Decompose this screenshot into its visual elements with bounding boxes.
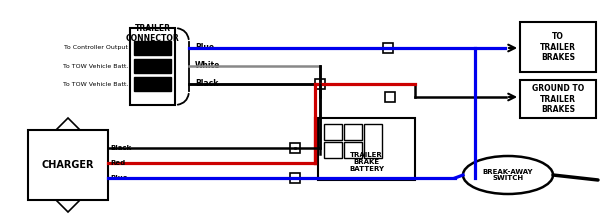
Polygon shape xyxy=(134,59,171,73)
Text: To TOW Vehicle Batt.: To TOW Vehicle Batt. xyxy=(62,82,128,87)
Text: Red: Red xyxy=(110,160,125,166)
Text: Black: Black xyxy=(110,145,131,151)
Text: To TOW Vehicle Batt.: To TOW Vehicle Batt. xyxy=(62,64,128,69)
Text: TRAILER
CONNECTOR: TRAILER CONNECTOR xyxy=(125,24,179,43)
Polygon shape xyxy=(134,41,171,55)
Text: Black: Black xyxy=(195,79,218,89)
Polygon shape xyxy=(134,77,171,91)
Text: White: White xyxy=(195,61,220,71)
Text: To Controller Output: To Controller Output xyxy=(64,46,128,51)
Text: GROUND TO
TRAILER
BRAKES: GROUND TO TRAILER BRAKES xyxy=(532,84,584,114)
Text: TO
TRAILER
BRAKES: TO TRAILER BRAKES xyxy=(540,32,576,62)
Text: BREAK-AWAY
SWITCH: BREAK-AWAY SWITCH xyxy=(483,168,533,181)
Text: CHARGER: CHARGER xyxy=(42,160,94,170)
Text: Blue: Blue xyxy=(195,43,214,53)
Text: Blue: Blue xyxy=(110,175,128,181)
Text: TRAILER
BRAKE
BATTERY: TRAILER BRAKE BATTERY xyxy=(349,152,384,172)
